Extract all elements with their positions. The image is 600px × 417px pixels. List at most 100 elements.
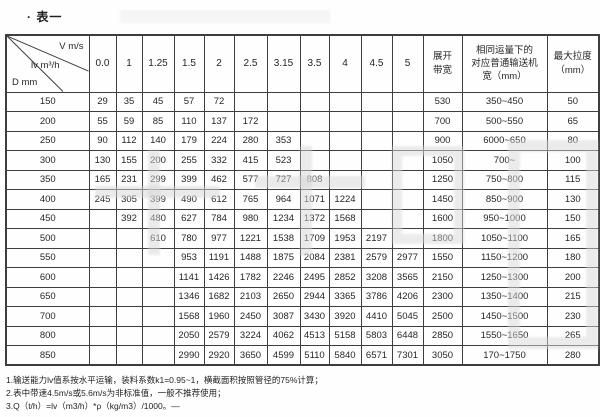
- capacity-cell: 1875: [266, 247, 301, 268]
- capacity-cell: 1071: [299, 189, 330, 210]
- capacity-cell: 1141: [173, 267, 205, 288]
- capacity-cell: 1224: [328, 189, 362, 210]
- capacity-cell: 1191: [203, 247, 235, 268]
- diameter-cell: 650: [5, 286, 90, 307]
- diagonal-divider-lines: [7, 36, 88, 91]
- table-row: 850 2990 2920 3650 4599 5110 5840 6571 7301 3050 1…: [5, 345, 600, 366]
- diameter-cell: 600: [5, 267, 90, 288]
- capacity-cell: 480: [141, 208, 175, 229]
- equivalent-width-cell: 1250~1300: [461, 267, 548, 288]
- capacity-cell: 964: [266, 189, 301, 210]
- capacity-cell: 3786: [360, 286, 393, 307]
- max-tension-cell: 100: [546, 150, 600, 171]
- capacity-cell: 399: [173, 169, 205, 190]
- max-tension-cell: 180: [546, 247, 600, 268]
- capacity-cell: 2246: [266, 267, 301, 288]
- capacity-cell: 255: [173, 150, 205, 171]
- speed-header: 5: [391, 34, 424, 93]
- capacity-cell: 612: [203, 189, 235, 210]
- capacity-cell: 1782: [233, 267, 268, 288]
- speed-header: 1: [115, 34, 143, 93]
- speed-header: 2: [203, 34, 235, 93]
- equivalent-width-cell: 1050~1100: [461, 228, 548, 249]
- diameter-cell: 400: [5, 189, 90, 210]
- capacity-cell: 2579: [203, 325, 235, 346]
- capacity-cell: 523: [266, 150, 301, 171]
- capacity-cell: [88, 228, 117, 249]
- capacity-cell: 59: [115, 111, 143, 132]
- belt-width-cell: 2500: [422, 306, 463, 327]
- capacity-cell: 2381: [328, 247, 362, 268]
- capacity-cell: 2944: [299, 286, 330, 307]
- capacity-cell: [360, 91, 393, 112]
- equivalent-width-cell: 170~1750: [461, 345, 548, 366]
- speed-header: 2.5: [233, 34, 268, 93]
- capacity-cell: 45: [141, 91, 175, 112]
- footnote-1: 1.输送能力lv值系按水平运输，装料系数k1=0.95~1，横截面积按照管径的7…: [6, 375, 323, 385]
- capacity-cell: [328, 150, 362, 171]
- capacity-cell: [115, 306, 143, 327]
- capacity-cell: 3365: [328, 286, 362, 307]
- capacity-cell: 3087: [266, 306, 301, 327]
- capacity-cell: 1372: [299, 208, 330, 229]
- capacity-cell: 1346: [173, 286, 205, 307]
- capacity-cell: 90: [88, 130, 117, 151]
- capacity-cell: 2920: [203, 345, 235, 366]
- belt-width-cell: 530: [422, 91, 463, 112]
- capacity-cell: 5803: [360, 325, 393, 346]
- max-tension-cell: 150: [546, 208, 600, 229]
- capacity-cell: [141, 286, 175, 307]
- capacity-cell: 727: [266, 169, 301, 190]
- capacity-cell: [141, 306, 175, 327]
- capacity-cell: [88, 208, 117, 229]
- table-row: 250 90 112 140 179 224 280 353 900 6000~650 80: [5, 130, 600, 151]
- capacity-cell: 280: [233, 130, 268, 151]
- capacity-cell: 2495: [299, 267, 330, 288]
- capacity-cell: [115, 247, 143, 268]
- capacity-cell: 392: [115, 208, 143, 229]
- capacity-cell: [391, 91, 424, 112]
- capacity-cell: [266, 111, 301, 132]
- capacity-cell: [88, 286, 117, 307]
- capacity-cell: 1488: [233, 247, 268, 268]
- capacity-cell: 415: [233, 150, 268, 171]
- speed-header: 3.5: [299, 34, 330, 93]
- capacity-cell: [115, 286, 143, 307]
- capacity-cell: 3224: [233, 325, 268, 346]
- max-tension-cell: 200: [546, 267, 600, 288]
- capacity-cell: 3650: [233, 345, 268, 366]
- belt-width-cell: 2300: [422, 286, 463, 307]
- capacity-cell: 4599: [266, 345, 301, 366]
- footnotes: 1.输送能力lv值系按水平运输，装料系数k1=0.95~1，横截面积按照管径的7…: [6, 374, 323, 412]
- header-row: V m/s lv m³/h D mm 0.0 1 1.25 1.5 2 2.5 3.15 3.…: [5, 34, 600, 93]
- capacity-cell: 5110: [299, 345, 330, 366]
- diameter-cell: 550: [5, 247, 90, 268]
- capacity-cell: 5840: [328, 345, 362, 366]
- capacity-cell: 4410: [360, 306, 393, 327]
- header-equivalent-width: 相同运量下的 对应普通输送机 宽（mm）: [461, 34, 548, 93]
- capacity-cell: 172: [233, 111, 268, 132]
- belt-width-cell: 1800: [422, 228, 463, 249]
- capacity-cell: [88, 306, 117, 327]
- table-body: 150 29 35 45 57 72 530 350~450 50 200 55 59 85 110 137…: [5, 91, 600, 366]
- table-row: 350 165 231 299 399 462 577 727 808 1250 750~800 11…: [5, 169, 600, 190]
- capacity-cell: 6448: [391, 325, 424, 346]
- footnote-3: 3.Q（t/h）=lv（m3/h）*ρ（kg/m3）/1000。—: [6, 400, 180, 411]
- table-row: 300 130 155 200 255 332 415 523 1050 700~ 100: [5, 150, 600, 171]
- diameter-cell: 350: [5, 169, 90, 190]
- capacity-cell: [88, 325, 117, 346]
- capacity-cell: [391, 169, 424, 190]
- capacity-cell: 2197: [360, 228, 393, 249]
- equivalent-width-cell: 6000~650: [461, 130, 548, 151]
- speed-header: 4.5: [360, 34, 393, 93]
- table-row: 800 2050 2579 3224 4062 4513 5158 5803 6448 2850 1…: [5, 325, 600, 346]
- capacity-cell: 4062: [266, 325, 301, 346]
- capacity-cell: 35: [115, 91, 143, 112]
- capacity-cell: [328, 91, 362, 112]
- capacity-cell: 165: [88, 169, 117, 190]
- corner-label-diameter: D mm: [12, 76, 38, 88]
- diameter-cell: 700: [5, 306, 90, 327]
- capacity-cell: 610: [141, 228, 175, 249]
- capacity-cell: [391, 150, 424, 171]
- capacity-cell: [299, 150, 330, 171]
